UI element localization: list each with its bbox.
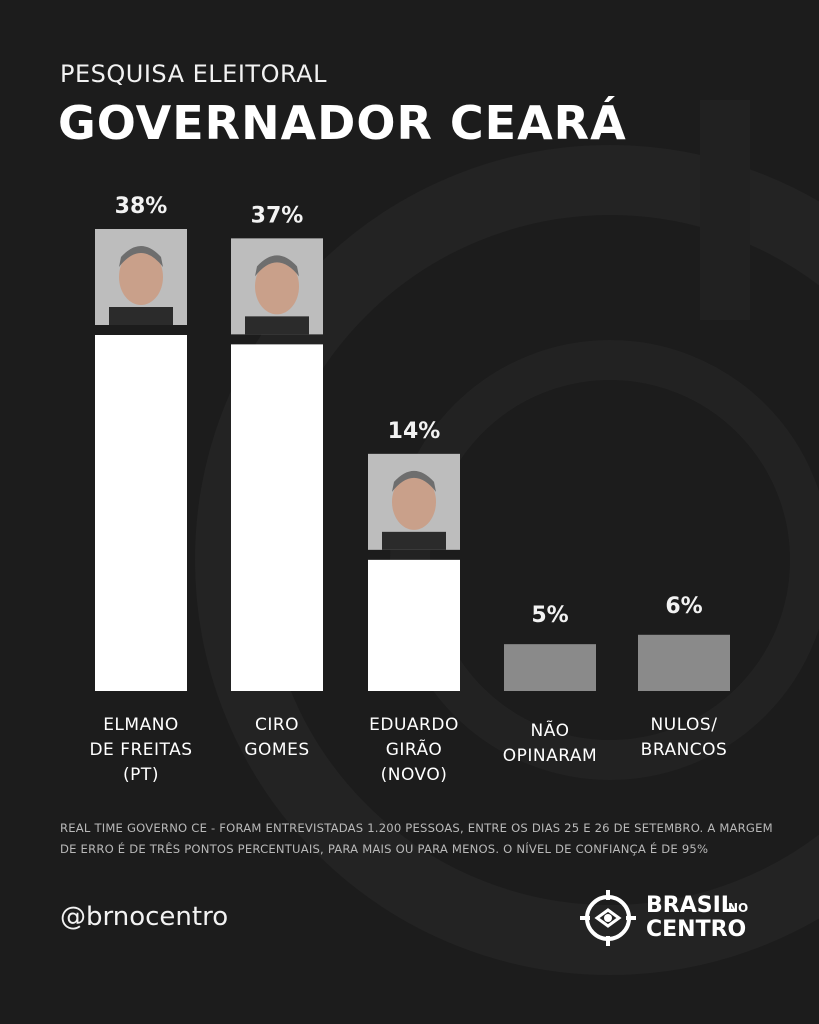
- photo-face: [392, 473, 436, 530]
- pre-title: PESQUISA ELEITORAL: [60, 60, 327, 88]
- social-handle: @brnocentro: [60, 902, 229, 932]
- value-label: 6%: [665, 594, 702, 619]
- bar: [95, 335, 187, 691]
- photo-hair: [392, 470, 436, 492]
- value-label: 14%: [388, 419, 441, 444]
- photo-face: [119, 249, 163, 305]
- category-label: CIRO GOMES: [244, 715, 310, 760]
- photo-face: [255, 258, 299, 315]
- brand-logo: BRASIL NO CENTRO: [578, 888, 778, 950]
- photo-suit: [109, 307, 173, 325]
- page-title: GOVERNADOR CEARÁ: [58, 96, 627, 150]
- value-label: 37%: [251, 203, 304, 228]
- value-label: 38%: [115, 194, 168, 219]
- brand-word-no: NO: [728, 901, 749, 915]
- photo-hair: [255, 255, 299, 277]
- category-label: NÃO OPINARAM: [502, 721, 598, 766]
- candidate-photo: [368, 453, 460, 550]
- bar: [368, 559, 460, 691]
- photo-suit: [245, 316, 309, 335]
- category-label: ELMANO DE FREITAS (PT): [89, 715, 193, 785]
- crosshair-logo-icon: [580, 890, 636, 946]
- bar-chart: 38% 37% 14% 5% 6%: [95, 194, 730, 691]
- bar: [231, 344, 323, 691]
- bar: [638, 634, 730, 691]
- photo-hair: [119, 246, 163, 267]
- photo-suit: [382, 531, 446, 550]
- category-label: NULOS/ BRANCOS: [640, 715, 728, 760]
- category-label: EDUARDO GIRÃO (NOVO): [369, 715, 459, 785]
- brand-word-centro: CENTRO: [646, 917, 747, 942]
- brand-word-brasil: BRASIL: [646, 893, 735, 918]
- value-label: 5%: [531, 603, 568, 628]
- footnote: REAL TIME GOVERNO CE - FORAM ENTREVISTAD…: [60, 821, 773, 856]
- candidate-photo: [95, 229, 187, 325]
- candidate-photo: [231, 238, 323, 335]
- bar: [504, 644, 596, 691]
